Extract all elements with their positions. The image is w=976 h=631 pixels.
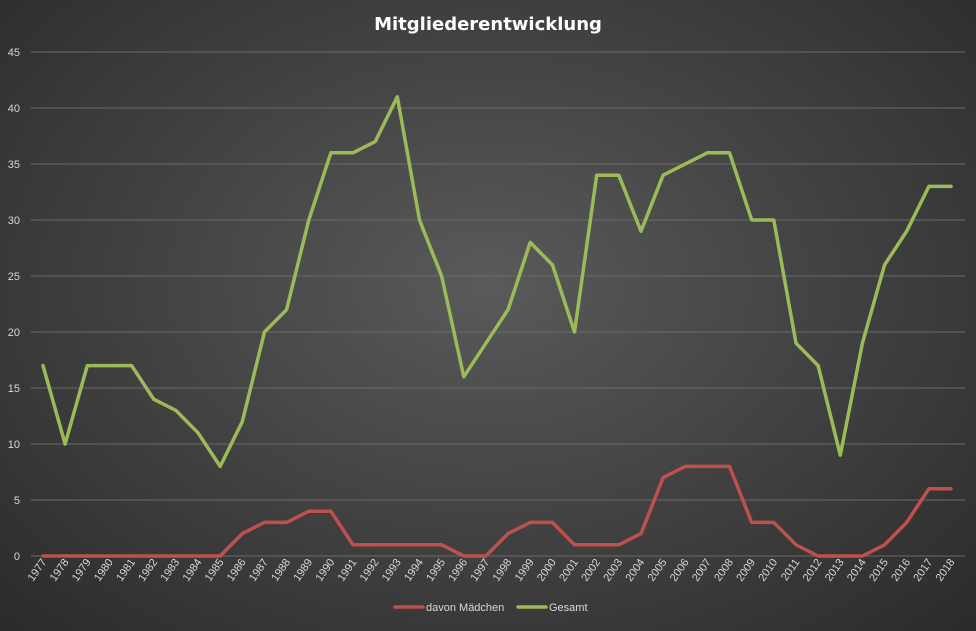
x-tick-label: 2015	[867, 557, 891, 584]
x-tick-label: 1992	[358, 557, 382, 584]
x-tick-label: 1984	[181, 557, 205, 584]
series-lines	[41, 95, 953, 558]
x-tick-label: 2000	[535, 557, 559, 584]
x-tick-label: 2017	[911, 557, 935, 584]
x-tick-label: 1997	[469, 557, 493, 584]
x-tick-label: 1980	[92, 557, 116, 584]
x-tick-label: 1994	[402, 557, 426, 584]
x-tick-label: 1991	[336, 557, 360, 584]
x-tick-label: 1985	[203, 557, 227, 584]
y-tick-label: 0	[14, 551, 20, 563]
x-tick-label: 1989	[291, 557, 315, 584]
x-tick-label: 1993	[380, 557, 404, 584]
x-tick-label: 1995	[424, 557, 448, 584]
x-tick-label: 1979	[70, 557, 94, 584]
legend-label: Gesamt	[549, 602, 588, 614]
x-tick-label: 2018	[934, 557, 958, 584]
x-tick-label: 2008	[712, 557, 736, 584]
y-tick-label: 25	[8, 271, 20, 283]
y-tick-label: 45	[8, 47, 20, 59]
chart-title: Mitgliederentwicklung	[374, 14, 602, 35]
x-tick-label: 1986	[225, 557, 249, 584]
x-tick-label: 2013	[823, 557, 847, 584]
legend: davon Mädchen Gesamt	[393, 602, 588, 614]
x-tick-label: 2001	[557, 557, 581, 584]
x-tick-label: 1982	[136, 557, 160, 584]
gridlines	[31, 51, 965, 557]
series-line-1	[41, 95, 953, 469]
x-tick-label: 2007	[690, 557, 714, 584]
x-tick-label: 2002	[579, 557, 603, 584]
x-tick-label: 1990	[313, 557, 337, 584]
y-axis-ticks: 0 5 10 15 20 25 30 35 40 45	[8, 47, 20, 563]
y-tick-label: 15	[8, 383, 20, 395]
x-tick-label: 2006	[668, 557, 692, 584]
x-tick-label: 1977	[26, 557, 50, 584]
x-tick-label: 1999	[513, 557, 537, 584]
x-tick-label: 1996	[446, 557, 470, 584]
x-tick-label: 2009	[734, 557, 758, 584]
x-tick-label: 1983	[158, 557, 182, 584]
x-tick-label: 2004	[624, 557, 648, 584]
x-tick-label: 1978	[48, 557, 72, 584]
y-tick-label: 40	[8, 103, 20, 115]
x-tick-label: 1987	[247, 557, 271, 584]
x-tick-label: 2003	[601, 557, 625, 584]
y-tick-label: 5	[14, 495, 20, 507]
x-tick-label: 2014	[845, 557, 869, 584]
y-tick-label: 30	[8, 215, 20, 227]
x-tick-label: 1998	[491, 557, 515, 584]
x-tick-label: 2011	[779, 557, 802, 583]
x-tick-label: 2005	[646, 557, 670, 584]
y-tick-label: 20	[8, 327, 20, 339]
x-tick-label: 2012	[801, 557, 825, 584]
series-line-0	[41, 464, 953, 558]
x-axis-ticks: 1977197819791980198119821983198419851986…	[26, 557, 958, 584]
x-tick-label: 1981	[114, 557, 138, 584]
x-tick-label: 1988	[269, 557, 293, 584]
y-tick-label: 10	[8, 439, 20, 451]
x-tick-label: 2010	[756, 557, 780, 584]
x-tick-label: 2016	[889, 557, 913, 584]
y-tick-label: 35	[8, 159, 20, 171]
legend-label: davon Mädchen	[426, 602, 504, 614]
